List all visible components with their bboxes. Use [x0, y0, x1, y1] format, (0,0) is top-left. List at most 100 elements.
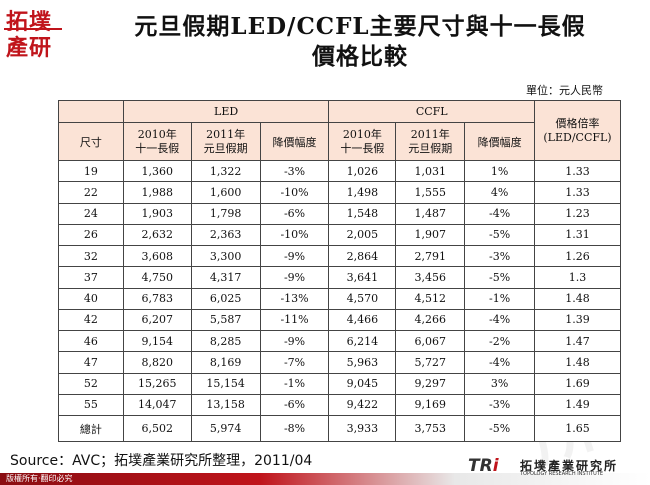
table-row: 22 1,988 1,600 -10% 1,498 1,555 4% 1.33: [58, 181, 621, 204]
cell-ratio: 1.39: [534, 308, 621, 332]
cell-ccfl-change: -3%: [464, 244, 536, 268]
cell-led-change: -10%: [259, 223, 330, 247]
cell-size: 37: [58, 266, 124, 289]
cell-led-2011: 8,169: [190, 351, 261, 374]
cell-size: 40: [58, 287, 124, 310]
cell-size: 24: [58, 202, 124, 225]
cell-ccfl-2010: 2,005: [328, 223, 397, 247]
copyright-text: 版權所有‧翻印必究: [6, 474, 73, 483]
brand-name-en: TOPOLOGY RESEARCH INSTITUTE: [520, 471, 604, 477]
logo: 拓墣 產研: [4, 4, 62, 61]
header-ccfl-2010-line2: 十一長假: [340, 141, 385, 155]
unit-label: 單位：元人民幣: [526, 84, 603, 97]
cell-ratio: 1.69: [534, 372, 621, 395]
cell-ratio: 1.48: [534, 287, 621, 310]
cell-size: 32: [58, 244, 124, 268]
cell-led-2011: 1,798: [190, 202, 261, 225]
cell-led-2010: 14,047: [122, 393, 192, 417]
header-led-change: 降價幅度: [259, 122, 330, 161]
cell-ratio: 1.33: [534, 181, 621, 204]
logo-line1: 拓墣: [6, 10, 53, 35]
brand-mark-b: i: [492, 456, 499, 476]
cell-ccfl-2011: 3,456: [395, 266, 466, 289]
cell-led-2010: 1,360: [122, 159, 192, 183]
table-row: 47 8,820 8,169 -7% 5,963 5,727 -4% 1.48: [58, 351, 621, 374]
header-blank-cell: [58, 100, 124, 123]
page-title-line1: 元旦假期LED/CCFL主要尺寸與十一長假: [134, 13, 586, 40]
cell-led-2010: 2,632: [122, 223, 192, 247]
cell-led-change: -6%: [259, 202, 330, 225]
table-row: 24 1,903 1,798 -6% 1,548 1,487 -4% 1.23: [58, 202, 621, 225]
header-ccfl-2010-line1: 2010年: [342, 127, 382, 141]
header-led-2011-line2: 元旦假期: [203, 141, 248, 155]
cell-ccfl-2010: 1,026: [328, 159, 397, 183]
header-ccfl-2011-line2: 元旦假期: [408, 141, 453, 155]
cell-led-change: -10%: [259, 181, 330, 204]
brand-mark-a: TR: [468, 456, 493, 476]
table-row: 46 9,154 8,285 -9% 6,214 6,067 -2% 1.47: [58, 329, 621, 353]
logo-line2: 產研: [6, 36, 53, 61]
cell-ccfl-change: -5%: [464, 415, 536, 442]
cell-ccfl-2011: 5,727: [395, 351, 466, 374]
cell-ccfl-change: -5%: [464, 223, 536, 247]
cell-ccfl-2011: 1,487: [395, 202, 466, 225]
brand-mark: TRi: [468, 456, 499, 476]
cell-size: 總計: [58, 415, 124, 442]
cell-size: 26: [58, 223, 124, 247]
cell-led-2011: 1,600: [190, 181, 261, 204]
cell-ccfl-2010: 5,963: [328, 351, 397, 374]
header-ccfl-2011: 2011年 元旦假期: [395, 122, 466, 161]
footer-band: [0, 473, 650, 485]
cell-led-change: -11%: [259, 308, 330, 332]
header-led: LED: [122, 100, 330, 123]
table-row: 26 2,632 2,363 -10% 2,005 1,907 -5% 1.31: [58, 223, 621, 247]
cell-led-2011: 2,363: [190, 223, 261, 247]
cell-led-2010: 1,988: [122, 181, 192, 204]
cell-led-2010: 4,750: [122, 266, 192, 289]
price-comparison-table: LED CCFL 價格倍率 (LED/CCFL) 尺寸 2010年 十一長假 2…: [58, 100, 621, 442]
cell-ccfl-change: -2%: [464, 329, 536, 353]
cell-ccfl-2011: 1,907: [395, 223, 466, 247]
cell-led-2011: 15,154: [190, 372, 261, 395]
cell-led-2010: 6,783: [122, 287, 192, 310]
cell-ccfl-2011: 2,791: [395, 244, 466, 268]
cell-led-2011: 5,974: [190, 415, 261, 442]
header-ratio-line2: (LED/CCFL): [543, 130, 612, 144]
cell-size: 42: [58, 308, 124, 332]
table-row: 19 1,360 1,322 -3% 1,026 1,031 1% 1.33: [58, 159, 621, 183]
cell-ccfl-2011: 4,512: [395, 287, 466, 310]
table-row: 52 15,265 15,154 -1% 9,045 9,297 3% 1.69: [58, 372, 621, 395]
cell-ratio: 1.3: [534, 266, 621, 289]
table-row: 32 3,608 3,300 -9% 2,864 2,791 -3% 1.26: [58, 244, 621, 268]
cell-led-2010: 8,820: [122, 351, 192, 374]
cell-led-change: -13%: [259, 287, 330, 310]
header-led-2011: 2011年 元旦假期: [190, 122, 261, 161]
cell-ratio: 1.26: [534, 244, 621, 268]
cell-led-change: -9%: [259, 329, 330, 353]
cell-ccfl-2010: 3,641: [328, 266, 397, 289]
cell-led-change: -8%: [259, 415, 330, 442]
cell-ccfl-2011: 4,266: [395, 308, 466, 332]
table-row: 40 6,783 6,025 -13% 4,570 4,512 -1% 1.48: [58, 287, 621, 310]
cell-led-2011: 8,285: [190, 329, 261, 353]
cell-ccfl-2011: 9,297: [395, 372, 466, 395]
cell-ccfl-change: -4%: [464, 351, 536, 374]
cell-ccfl-2010: 2,864: [328, 244, 397, 268]
cell-size: 55: [58, 393, 124, 417]
cell-ccfl-change: -4%: [464, 308, 536, 332]
cell-led-2010: 3,608: [122, 244, 192, 268]
cell-ccfl-2010: 9,422: [328, 393, 397, 417]
header-ccfl-change: 降價幅度: [464, 122, 536, 161]
header-size: 尺寸: [58, 122, 124, 161]
brand-logo: TRi 拓墣產業研究所 TOPOLOGY RESEARCH INSTITUTE: [468, 456, 648, 477]
header-row-group: LED CCFL 價格倍率 (LED/CCFL): [58, 100, 621, 161]
table-row: 55 14,047 13,158 -6% 9,422 9,169 -3% 1.4…: [58, 393, 621, 417]
cell-ccfl-change: -3%: [464, 393, 536, 417]
table-row: 37 4,750 4,317 -9% 3,641 3,456 -5% 1.3: [58, 266, 621, 289]
cell-ccfl-2010: 1,498: [328, 181, 397, 204]
cell-size: 22: [58, 181, 124, 204]
cell-ccfl-2010: 9,045: [328, 372, 397, 395]
page-title: 元旦假期LED/CCFL主要尺寸與十一長假 價格比較: [80, 12, 640, 72]
cell-ccfl-2011: 1,031: [395, 159, 466, 183]
cell-ratio: 1.49: [534, 393, 621, 417]
